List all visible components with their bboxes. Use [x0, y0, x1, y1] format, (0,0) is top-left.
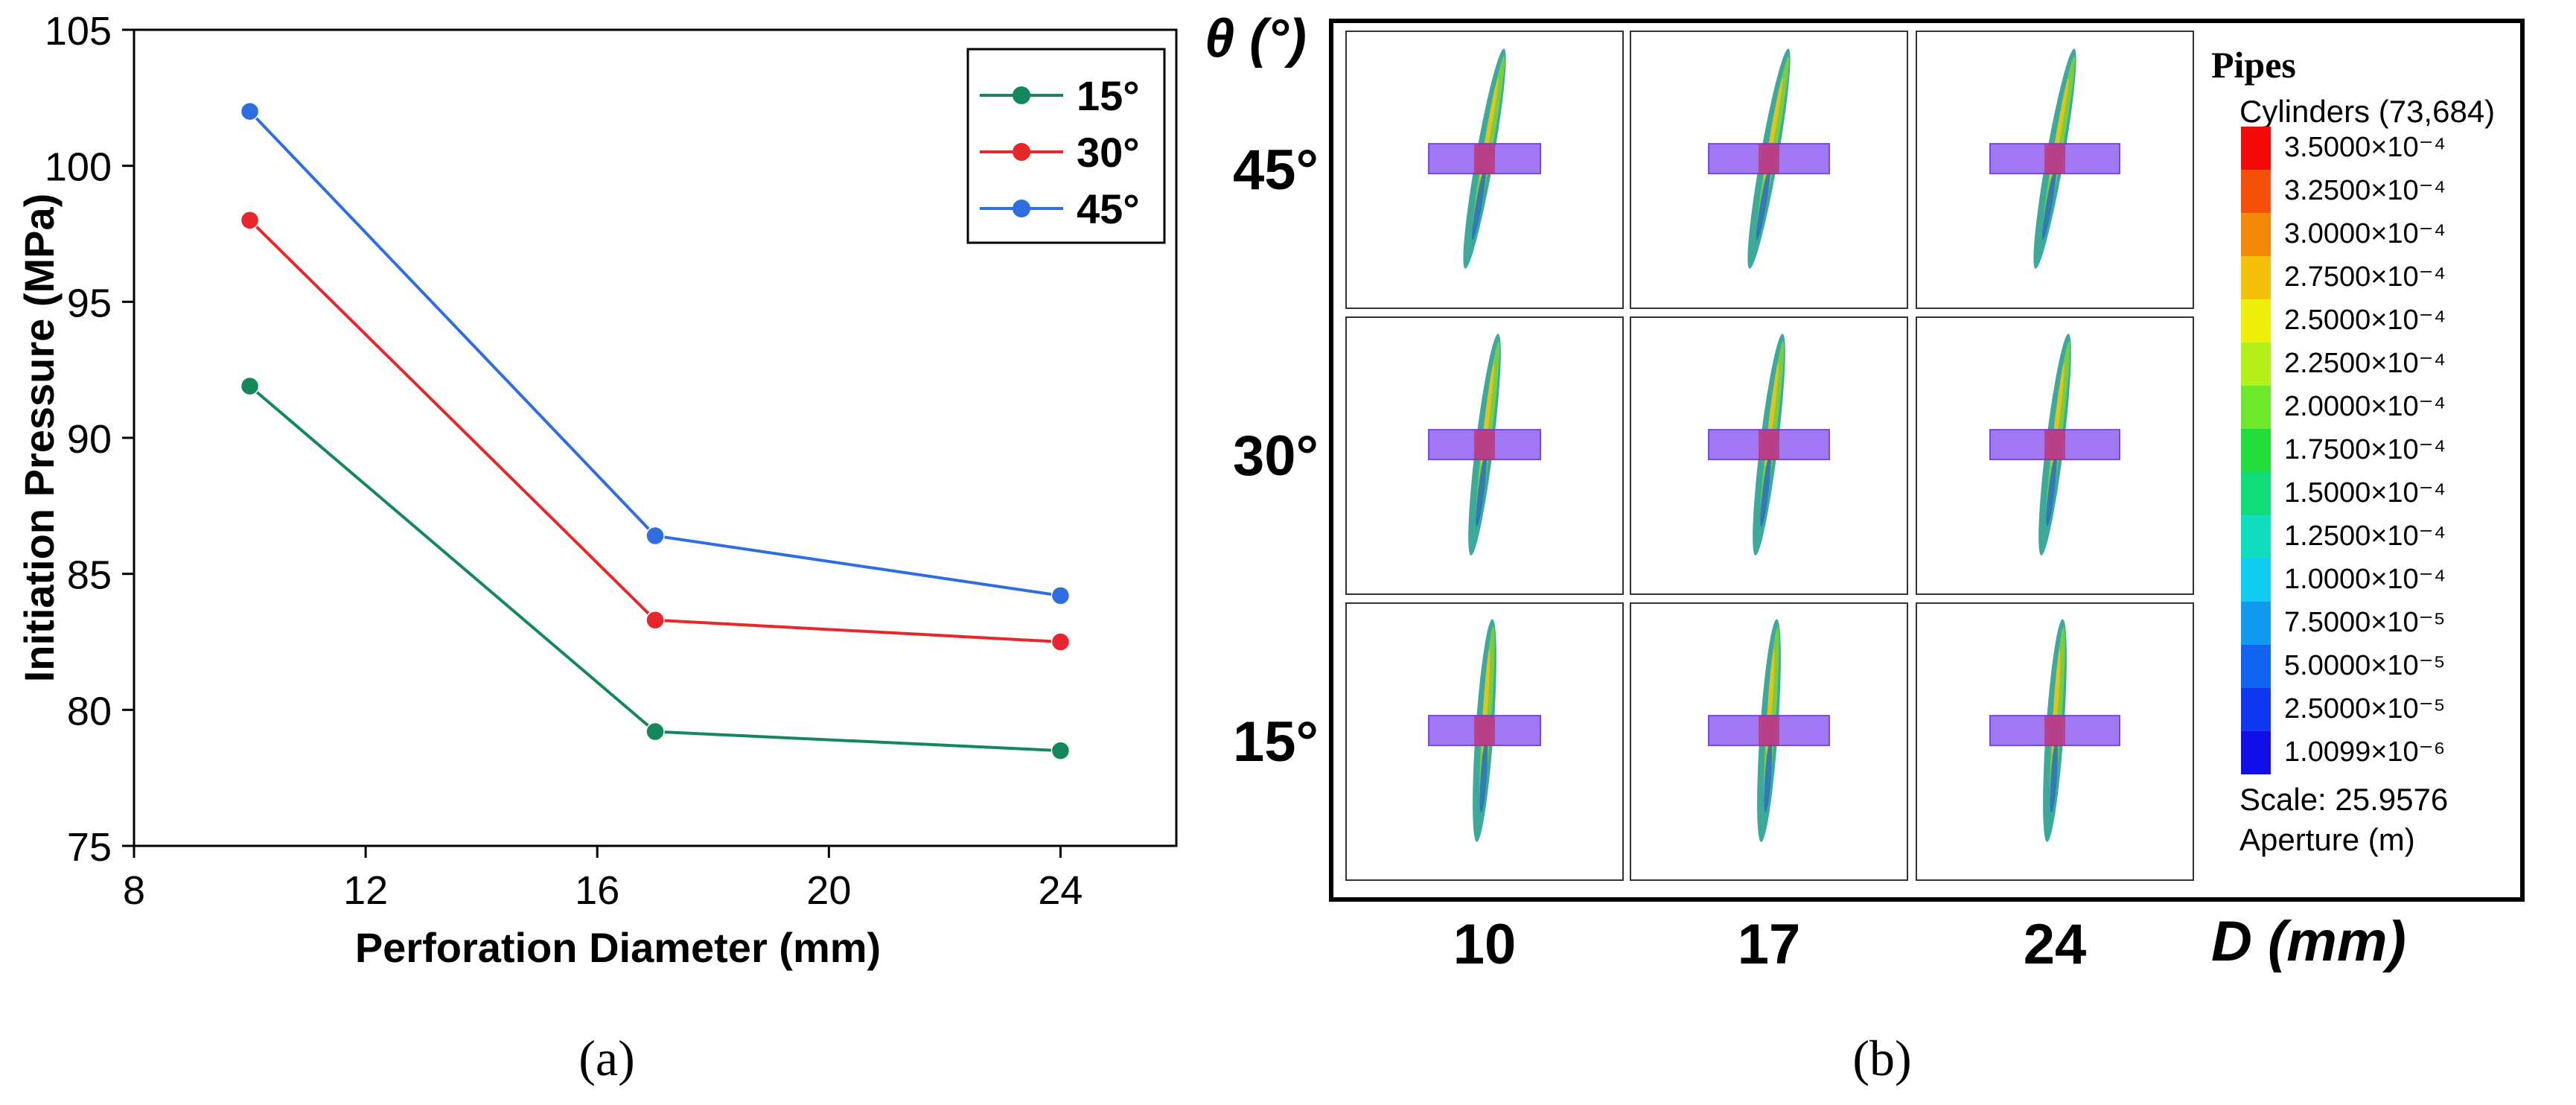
diameter-axis-title: D (mm): [2211, 910, 2406, 973]
x-tick-label: 12: [343, 868, 388, 913]
legend-color-swatch: [2241, 731, 2271, 774]
y-tick-label: 90: [67, 417, 112, 462]
legend: 15° 30° 45°: [966, 48, 1166, 244]
aperture-legend: Pipes Cylinders (73,684) 3.5000×10⁻⁴ 3.25…: [2211, 44, 2495, 857]
legend-color-swatch: [2241, 299, 2271, 343]
data-point: [645, 526, 665, 546]
legend-marker: [1013, 143, 1030, 161]
data-point: [1051, 632, 1071, 652]
diameter-column-label: 10: [1453, 913, 1517, 976]
legend-color-swatch: [2241, 602, 2271, 645]
legend-color-swatch: [2241, 558, 2271, 602]
simulation-cell: [1345, 316, 1624, 595]
simulation-cell: [1916, 316, 2194, 595]
legend-value-label: 2.5000×10⁻⁴: [2284, 305, 2446, 336]
y-tick-label: 85: [67, 553, 112, 598]
series-line: [249, 385, 1061, 753]
legend-color-swatch: [2241, 170, 2271, 213]
legend-color-swatch: [2241, 515, 2271, 558]
legend-value-label: 2.2500×10⁻⁴: [2284, 348, 2446, 379]
x-axis-label: Perforation Diameter (mm): [355, 924, 881, 971]
legend-label: 30°: [1077, 129, 1140, 176]
data-point: [645, 722, 665, 742]
legend-color-swatch: [2241, 386, 2271, 429]
legend-color-swatch: [2241, 472, 2271, 515]
series-group: [240, 101, 1071, 760]
y-tick-label: 105: [45, 9, 112, 54]
legend-label: 15°: [1077, 72, 1140, 119]
legend-color-swatch: [2241, 256, 2271, 299]
simulation-cell: [1345, 602, 1624, 881]
legend-color-swatch: [2241, 127, 2271, 170]
legend-label: 45°: [1077, 185, 1140, 232]
legend-value-label: 3.0000×10⁻⁴: [2284, 218, 2446, 249]
legend-value-label: 3.2500×10⁻⁴: [2284, 175, 2446, 206]
y-tick-label: 95: [67, 281, 112, 325]
legend-value-label: 7.5000×10⁻⁵: [2284, 607, 2446, 638]
legend-subtitle: Cylinders (73,684): [2239, 94, 2495, 129]
y-tick-label: 75: [67, 825, 112, 870]
legend-color-swatch: [2241, 688, 2271, 731]
legend-value-label: 1.7500×10⁻⁴: [2284, 434, 2446, 465]
legend-color-swatch: [2241, 213, 2271, 256]
simulation-cell: [1916, 602, 2194, 881]
x-axis: 8 12 16 20 24: [123, 846, 1083, 913]
x-tick-label: 8: [123, 868, 145, 913]
theta-row-label: 30°: [1233, 424, 1319, 488]
x-tick-label: 20: [806, 868, 851, 913]
theta-row-label: 45°: [1233, 138, 1319, 202]
theta-row-label: 15°: [1233, 710, 1319, 774]
diameter-column-label: 24: [2024, 913, 2087, 976]
legend-value-label: 1.2500×10⁻⁴: [2284, 520, 2446, 552]
legend-color-swatch: [2241, 343, 2271, 386]
data-point: [1051, 741, 1071, 760]
simulation-cell: [1630, 602, 1908, 881]
legend-value-label: 2.5000×10⁻⁵: [2284, 693, 2446, 725]
data-point: [240, 101, 260, 121]
diameter-column-labels: 10 17 24: [1453, 913, 2087, 976]
simulation-grid: [1345, 31, 2194, 881]
diameter-column-label: 17: [1738, 913, 1801, 976]
legend-marker: [1013, 86, 1030, 104]
legend-title: Pipes: [2211, 44, 2296, 86]
panel-label-a: (a): [578, 1030, 634, 1086]
legend-color-swatch: [2241, 429, 2271, 472]
data-point: [1051, 586, 1071, 605]
simulation-cell: [1916, 31, 2194, 309]
legend-value-label: 1.0000×10⁻⁴: [2284, 564, 2446, 595]
panel-label-b: (b): [1852, 1030, 1911, 1086]
data-point: [645, 611, 665, 630]
legend-marker: [1013, 200, 1030, 217]
chart-a: 75 80 85 90 95 100 105 8 12 16 20 24 Initiation Pr…: [16, 9, 1178, 1086]
theta-axis-title: θ (°): [1205, 9, 1307, 69]
legend-value-label: 1.5000×10⁻⁴: [2284, 477, 2446, 509]
legend-box: [966, 48, 1166, 244]
y-tick-label: 80: [67, 689, 112, 733]
legend-value-label: 5.0000×10⁻⁵: [2284, 650, 2446, 681]
y-axis-label: Initiation Pressure (MPa): [16, 194, 63, 683]
simulation-cell: [1630, 316, 1908, 595]
data-point: [240, 376, 260, 396]
legend-color-swatch: [2241, 645, 2271, 688]
x-tick-label: 24: [1038, 868, 1083, 913]
theta-row-labels: 45° 30° 15°: [1233, 138, 1319, 774]
y-axis: 75 80 85 90 95 100 105: [45, 9, 134, 870]
y-tick-label: 100: [45, 145, 112, 190]
legend-value-label: 2.7500×10⁻⁴: [2284, 261, 2446, 293]
data-point: [240, 210, 260, 230]
legend-value-label: 3.5000×10⁻⁴: [2284, 132, 2446, 163]
simulation-cell: [1345, 31, 1624, 309]
legend-aperture-label: Aperture (m): [2239, 822, 2415, 857]
legend-value-label: 2.0000×10⁻⁴: [2284, 391, 2446, 422]
series-line: [249, 110, 1061, 597]
legend-entries: 3.5000×10⁻⁴ 3.2500×10⁻⁴ 3.0000×10⁻⁴ 2.7500×…: [2241, 127, 2446, 774]
x-tick-label: 16: [575, 868, 619, 913]
legend-scale: Scale: 25.9576: [2239, 782, 2448, 817]
simulation-cell: [1630, 31, 1908, 309]
legend-value-label: 1.0099×10⁻⁶: [2284, 736, 2445, 768]
panel-b: 45° 30° 15° 10 17 24 θ (°) D (mm) Pipes Cyli…: [1205, 9, 2525, 1086]
